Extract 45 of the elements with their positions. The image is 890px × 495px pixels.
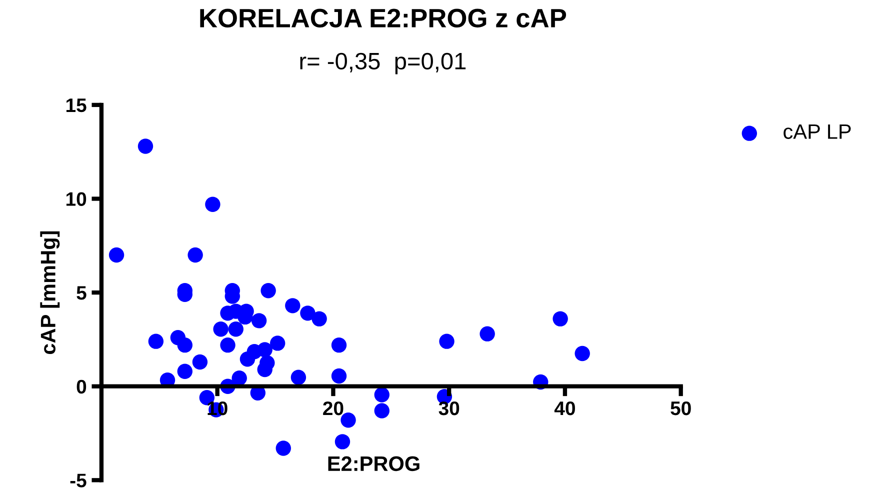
y-axis-title: cAP [mmHg]	[40, 231, 60, 354]
y-tick-label: 15	[66, 98, 86, 112]
point	[232, 370, 247, 386]
y-tick-label: 10	[66, 192, 86, 206]
point	[290, 370, 306, 385]
point	[220, 337, 236, 353]
point	[148, 334, 164, 349]
point	[574, 346, 590, 362]
point	[374, 387, 390, 402]
point	[177, 364, 192, 379]
point	[138, 138, 154, 154]
point	[331, 337, 347, 353]
point	[188, 247, 203, 263]
x-tick-label: 50	[670, 401, 691, 416]
x-axis-title: E2:PROG	[328, 456, 420, 472]
y-tick-label: -5	[70, 474, 86, 488]
point	[300, 306, 316, 321]
point	[312, 311, 327, 326]
point	[480, 326, 495, 342]
chart-subtitle: r= -0,35 p=0,01	[300, 52, 466, 74]
point	[260, 283, 276, 298]
chart-title: KORELACJA E2:PROG z cAP	[200, 8, 566, 28]
point	[334, 434, 350, 450]
point	[257, 362, 272, 378]
point	[205, 196, 220, 212]
point	[213, 322, 228, 337]
x-tick-label: 20	[323, 401, 344, 416]
point	[270, 336, 286, 351]
point	[228, 322, 244, 337]
point	[276, 440, 291, 456]
point	[285, 298, 300, 314]
point	[374, 403, 390, 418]
point	[177, 337, 192, 353]
y-tick-label: 5	[76, 286, 86, 300]
x-tick-label: 30	[438, 401, 460, 416]
point	[240, 352, 256, 367]
point	[108, 247, 124, 263]
point	[552, 311, 568, 326]
x-tick-label: 40	[554, 401, 575, 416]
point	[251, 313, 267, 328]
point	[192, 354, 208, 370]
point	[331, 368, 347, 384]
point	[439, 334, 454, 349]
legend-label: cAP LP	[784, 124, 851, 139]
y-tick-label: 0	[76, 380, 86, 394]
